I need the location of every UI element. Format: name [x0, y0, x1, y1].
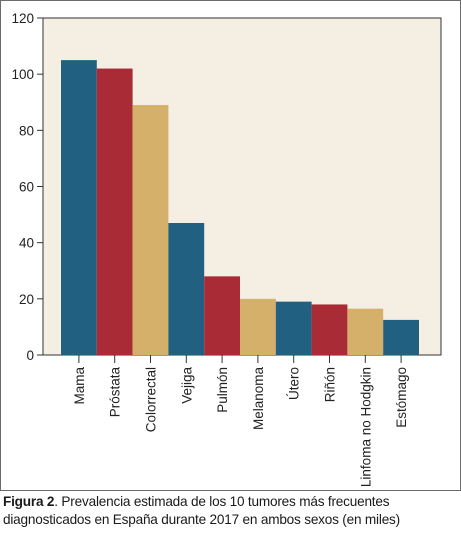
x-tick-label: Estómago [394, 367, 409, 428]
x-tick-label: Melanoma [251, 367, 266, 431]
y-tick-label: 0 [26, 348, 34, 363]
bar-7 [311, 304, 348, 355]
bar-0 [61, 60, 97, 355]
x-tick-label: Riñón [323, 367, 338, 402]
y-tick-label: 80 [19, 123, 34, 138]
bar-8 [347, 308, 384, 355]
x-tick-label: Próstata [108, 367, 123, 418]
bar-1 [96, 68, 133, 356]
x-tick-label: Mama [72, 367, 87, 405]
figure-caption: Figura 2. Prevalencia estimada de los 10… [3, 493, 459, 529]
bar-9 [383, 319, 419, 355]
x-tick-label: Linfoma no Hodgkin [358, 367, 373, 487]
bar-chart: 0 20 40 60 80 100 120 Mama Próstata Colorrectal Ve… [11, 11, 442, 487]
y-tick-label: 60 [19, 180, 34, 195]
bar-2 [132, 105, 169, 355]
bar-6 [275, 301, 312, 355]
x-tick-label: Vejiga [179, 367, 194, 404]
y-tick-label: 120 [11, 11, 34, 26]
y-tick-label: 20 [19, 292, 34, 307]
bar-3 [168, 223, 205, 355]
y-tick-label: 40 [19, 236, 34, 251]
caption-text: . Prevalencia estimada de los 10 tumores… [3, 494, 400, 527]
caption-label: Figura 2 [3, 494, 55, 509]
y-tick-label: 100 [11, 67, 34, 82]
bar-4 [204, 276, 240, 355]
x-tick-label: Pulmón [215, 367, 230, 413]
chart-frame: 0 20 40 60 80 100 120 Mama Próstata Colorrectal Ve… [0, 0, 461, 491]
x-tick-label: Útero [287, 367, 302, 400]
x-tick-label: Colorrectal [144, 367, 159, 432]
bar-5 [240, 298, 276, 355]
